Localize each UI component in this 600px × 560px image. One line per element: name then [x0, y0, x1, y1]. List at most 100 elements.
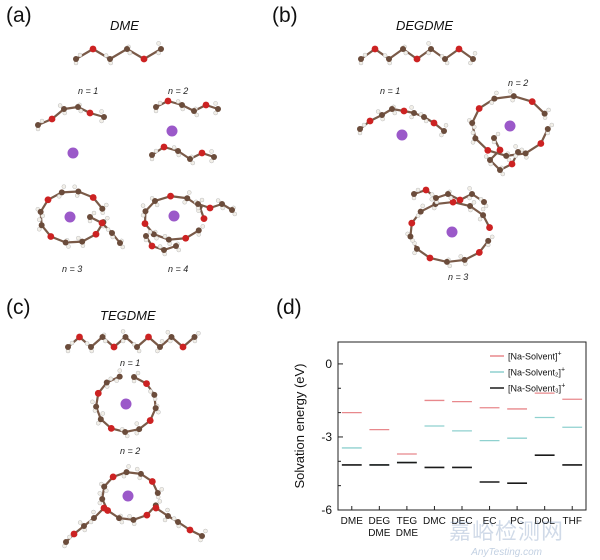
molecule-title-dme: DME [110, 18, 139, 33]
cluster-label: n = 2 [120, 446, 141, 456]
cluster-label: n = 1 [120, 358, 141, 368]
degdme-molecule-illustration [358, 41, 478, 66]
atom [200, 224, 206, 229]
atom [152, 405, 159, 412]
panel-label-b: (b) [272, 4, 298, 27]
atom [99, 495, 106, 502]
atom [141, 220, 149, 227]
atom [426, 50, 431, 56]
atom [443, 258, 450, 265]
atom [56, 194, 62, 199]
atom [79, 238, 86, 245]
atom [429, 192, 435, 197]
legend-label: [Na-Solvent₃]+ [508, 383, 565, 394]
atom [413, 245, 420, 252]
atom [47, 233, 55, 240]
atom [173, 243, 179, 249]
legend-label: [Na-Solvent₂]+ [508, 367, 565, 378]
atom [37, 208, 44, 215]
atom [70, 530, 78, 538]
atom [198, 149, 206, 157]
atom [127, 514, 132, 519]
atom [76, 235, 81, 241]
atom [186, 526, 194, 534]
atom [456, 196, 464, 204]
atom [199, 533, 205, 539]
atom [167, 192, 174, 200]
atom [162, 517, 168, 523]
atom [470, 130, 476, 135]
cluster-label: n = 2 [508, 78, 529, 88]
panel-label-c: (c) [6, 296, 31, 319]
atom [528, 98, 536, 106]
atom [114, 378, 119, 383]
cluster-label: n = 1 [380, 86, 401, 96]
atom [421, 114, 427, 120]
atom [448, 195, 454, 201]
atom [86, 109, 94, 117]
atom [455, 45, 463, 53]
atom [417, 208, 424, 215]
atom [179, 102, 185, 108]
atom [411, 110, 417, 116]
atom [480, 206, 486, 212]
atom [136, 426, 143, 433]
atom [88, 344, 94, 350]
x-tick-label: THF [562, 516, 581, 527]
atom [126, 464, 131, 469]
atom [76, 333, 83, 341]
atom [156, 409, 161, 415]
atom [92, 230, 100, 238]
atom [469, 120, 476, 127]
atom [215, 198, 221, 203]
atom [199, 197, 205, 203]
atom [63, 539, 69, 545]
y-tick-label: 0 [325, 357, 332, 371]
sodium-atom [67, 147, 79, 159]
atom [219, 201, 225, 207]
atom [175, 99, 181, 104]
atom [485, 237, 492, 244]
x-tick-label: PC [510, 516, 524, 527]
atom [467, 186, 472, 191]
atom [107, 56, 113, 62]
atom [157, 100, 163, 106]
atom [57, 103, 63, 108]
atom [69, 340, 75, 346]
molecule-title-degdme: DEGDME [396, 18, 454, 33]
atom [99, 205, 106, 212]
atom [75, 104, 81, 110]
atom [67, 534, 72, 540]
atom [75, 188, 82, 195]
atom [182, 200, 187, 205]
atom [121, 473, 127, 479]
atom [156, 50, 161, 56]
x-tick-label: DME [368, 528, 391, 539]
atom [426, 41, 431, 46]
atom [428, 46, 434, 52]
atom [81, 523, 87, 529]
atom [160, 143, 168, 151]
atom [165, 507, 170, 513]
atom [400, 107, 408, 115]
atom [107, 425, 115, 432]
atom [415, 213, 421, 218]
atom [510, 93, 517, 100]
atom [497, 167, 503, 173]
atom [36, 217, 42, 222]
atom [143, 511, 151, 519]
sodium-atom [504, 120, 516, 132]
atom [124, 46, 130, 52]
atom [116, 373, 123, 380]
atom [413, 55, 421, 63]
atom [461, 256, 468, 263]
atom [101, 483, 108, 490]
atom [469, 191, 475, 197]
atom [481, 199, 487, 205]
atom [513, 153, 518, 159]
atom [232, 211, 238, 217]
atom [134, 421, 139, 426]
atom [127, 50, 133, 56]
atom [472, 51, 478, 56]
atom [109, 473, 117, 481]
